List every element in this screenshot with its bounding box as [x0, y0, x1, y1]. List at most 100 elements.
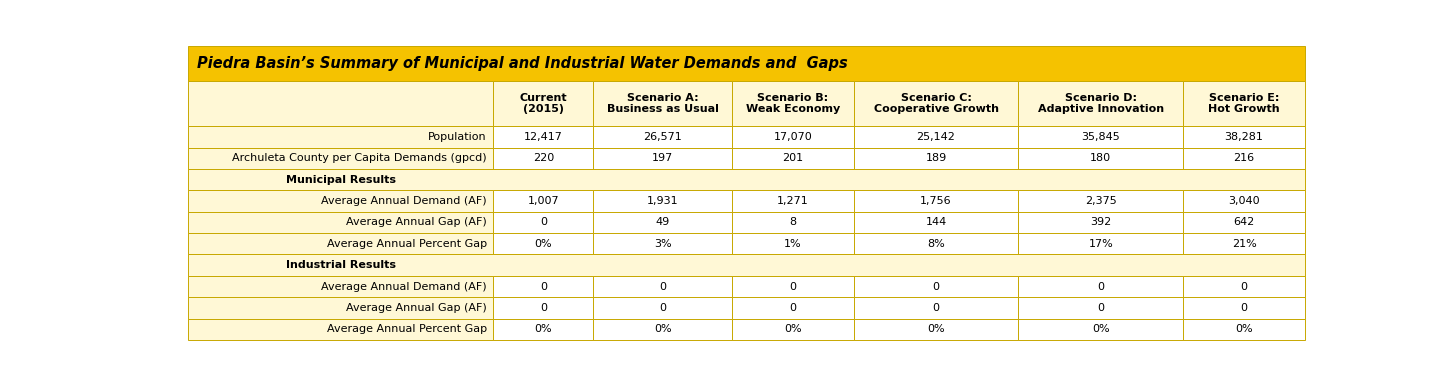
Text: 3%: 3%	[654, 239, 671, 249]
Text: 392: 392	[1091, 217, 1111, 227]
Bar	[732, 319, 853, 340]
Bar	[1018, 190, 1184, 212]
Bar	[1184, 319, 1305, 340]
Bar	[593, 319, 732, 340]
Text: Average Annual Percent Gap: Average Annual Percent Gap	[326, 324, 486, 334]
Text: 0: 0	[540, 282, 547, 291]
Text: 35,845: 35,845	[1082, 132, 1120, 142]
Text: 0%: 0%	[534, 324, 552, 334]
Bar	[732, 276, 853, 297]
Bar	[1184, 297, 1305, 319]
Bar	[494, 147, 593, 169]
Bar	[732, 190, 853, 212]
Text: Scenario E:
Hot Growth: Scenario E: Hot Growth	[1208, 92, 1280, 114]
Text: 180: 180	[1091, 153, 1111, 163]
Bar	[494, 319, 593, 340]
Text: 17%: 17%	[1089, 239, 1114, 249]
Text: 49: 49	[655, 217, 670, 227]
Text: 144: 144	[926, 217, 946, 227]
Text: 0: 0	[540, 303, 547, 313]
Text: 220: 220	[533, 153, 555, 163]
Bar	[853, 190, 1018, 212]
Bar	[1184, 233, 1305, 254]
Bar	[188, 276, 494, 297]
Bar	[853, 81, 1018, 126]
Bar	[1184, 81, 1305, 126]
Bar	[188, 169, 1305, 190]
Text: 0: 0	[1241, 282, 1248, 291]
Text: 21%: 21%	[1232, 239, 1257, 249]
Bar	[1184, 190, 1305, 212]
Text: Archuleta County per Capita Demands (gpcd): Archuleta County per Capita Demands (gpc…	[232, 153, 486, 163]
Text: 189: 189	[926, 153, 946, 163]
Bar	[1018, 233, 1184, 254]
Bar	[1184, 126, 1305, 147]
Bar	[188, 147, 494, 169]
Text: 0: 0	[932, 282, 939, 291]
Bar	[593, 81, 732, 126]
Text: 12,417: 12,417	[524, 132, 563, 142]
Text: 1,271: 1,271	[778, 196, 808, 206]
Text: Average Annual Demand (AF): Average Annual Demand (AF)	[322, 196, 486, 206]
Text: Scenario D:
Adaptive Innovation: Scenario D: Adaptive Innovation	[1038, 92, 1163, 114]
Text: 216: 216	[1233, 153, 1255, 163]
Bar	[1018, 212, 1184, 233]
Text: Average Annual Demand (AF): Average Annual Demand (AF)	[322, 282, 486, 291]
Bar	[732, 233, 853, 254]
Text: 17,070: 17,070	[773, 132, 812, 142]
Bar	[732, 297, 853, 319]
Text: 0: 0	[660, 282, 667, 291]
Bar	[188, 190, 494, 212]
Text: 25,142: 25,142	[917, 132, 955, 142]
Text: 8: 8	[789, 217, 796, 227]
Text: 26,571: 26,571	[644, 132, 681, 142]
Text: 3,040: 3,040	[1229, 196, 1259, 206]
Bar	[494, 276, 593, 297]
Text: 1,756: 1,756	[920, 196, 952, 206]
Bar	[188, 254, 1305, 276]
Bar	[1184, 276, 1305, 297]
Bar	[188, 212, 494, 233]
Bar	[1018, 147, 1184, 169]
Bar	[593, 276, 732, 297]
Text: 0: 0	[789, 282, 796, 291]
Text: 0: 0	[540, 217, 547, 227]
Text: Average Annual Percent Gap: Average Annual Percent Gap	[326, 239, 486, 249]
Bar	[494, 233, 593, 254]
Text: 1,007: 1,007	[527, 196, 559, 206]
Bar	[593, 190, 732, 212]
Text: Population: Population	[428, 132, 486, 142]
Text: Municipal Results: Municipal Results	[285, 175, 396, 185]
Bar	[188, 81, 494, 126]
Bar	[494, 297, 593, 319]
Bar	[1184, 147, 1305, 169]
Bar	[188, 297, 494, 319]
Text: Scenario B:
Weak Economy: Scenario B: Weak Economy	[745, 92, 840, 114]
Bar	[188, 319, 494, 340]
Text: 2,375: 2,375	[1085, 196, 1117, 206]
Bar	[732, 147, 853, 169]
Bar	[853, 276, 1018, 297]
Bar	[853, 297, 1018, 319]
Text: 1%: 1%	[783, 239, 802, 249]
Text: 642: 642	[1233, 217, 1255, 227]
Bar	[732, 81, 853, 126]
Bar	[593, 147, 732, 169]
Bar	[1018, 276, 1184, 297]
Bar	[853, 147, 1018, 169]
Bar	[593, 126, 732, 147]
Bar	[732, 212, 853, 233]
Text: 0: 0	[789, 303, 796, 313]
Text: 38,281: 38,281	[1224, 132, 1264, 142]
Bar	[1018, 319, 1184, 340]
Text: 0%: 0%	[534, 239, 552, 249]
Text: Average Annual Gap (AF): Average Annual Gap (AF)	[347, 217, 486, 227]
Text: 0: 0	[1098, 282, 1104, 291]
Text: 0: 0	[660, 303, 667, 313]
Bar	[593, 212, 732, 233]
Text: 0: 0	[1241, 303, 1248, 313]
Bar	[853, 212, 1018, 233]
Bar	[853, 319, 1018, 340]
Text: 0: 0	[1098, 303, 1104, 313]
Text: 8%: 8%	[927, 239, 945, 249]
